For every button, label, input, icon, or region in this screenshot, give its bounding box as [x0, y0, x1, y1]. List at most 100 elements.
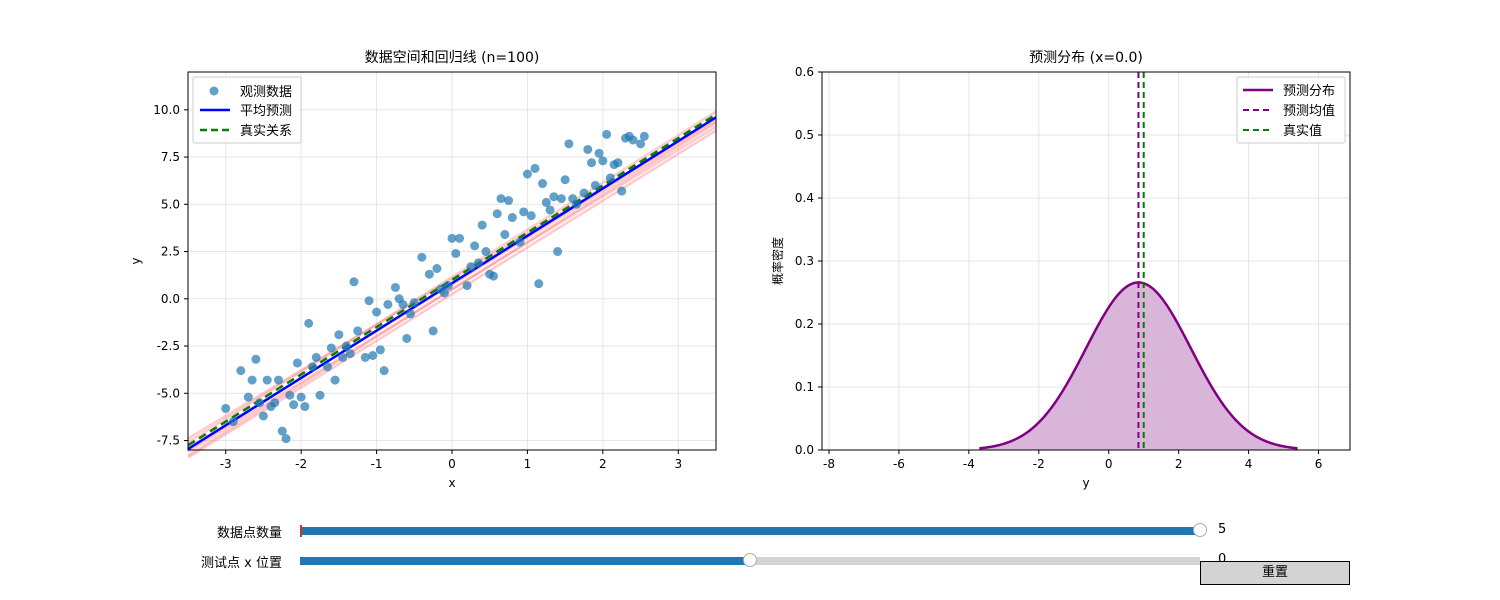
data-point: [349, 277, 359, 287]
chart-title: 预测分布 (x=0.0): [1029, 50, 1143, 66]
data-point: [602, 129, 612, 139]
data-point: [605, 173, 615, 183]
legend-box: [192, 76, 302, 144]
data-point: [594, 148, 604, 158]
distribution-chart: 预测分布 (x=0.0) -8 -6 -4 -2 0 2 4 6 0.00.10.20.30.…: [770, 50, 1351, 490]
x-tick-label: -8: [823, 457, 835, 471]
y-axis-ticks: -7.5 -5.0 -2.5 0.0 2.5 5.0 7.5 10.0: [153, 103, 188, 448]
x-tick-label: 1: [524, 457, 532, 471]
slider-handle[interactable]: [1193, 523, 1207, 537]
data-point: [617, 186, 627, 196]
data-point: [462, 281, 472, 291]
data-point: [598, 156, 608, 166]
data-point: [556, 194, 566, 204]
x-axis-ticks: -3 -2 -1 0 1 2 3: [220, 450, 682, 471]
data-point: [300, 402, 310, 412]
data-point: [549, 192, 559, 202]
data-point: [243, 392, 253, 402]
data-point: [221, 403, 231, 413]
x-tick-label: -2: [295, 457, 307, 471]
data-point: [326, 343, 336, 353]
y-tick-label: 2.5: [161, 245, 180, 259]
slider-value-data-count: 5: [1218, 522, 1227, 537]
y-tick-label: 0.6: [795, 65, 814, 79]
y-tick-label: 0.5: [795, 128, 814, 142]
data-point: [538, 179, 548, 189]
x-tick-label: 2: [599, 457, 607, 471]
legend-marker-scatter: [209, 86, 219, 96]
slider-row-test-x: 测试点 x 位置 0: [0, 551, 1500, 571]
data-point: [439, 288, 449, 298]
x-tick-label: 2: [1175, 457, 1183, 471]
data-point: [583, 144, 593, 154]
sample-line: [187, 125, 717, 453]
x-tick-label: 4: [1245, 457, 1253, 471]
data-point: [285, 390, 295, 400]
data-point: [466, 262, 476, 272]
x-tick-label: 0: [448, 457, 456, 471]
data-point: [571, 199, 581, 209]
x-axis-ticks: -8 -6 -4 -2 0 2 4 6: [823, 450, 1322, 471]
data-point: [553, 247, 563, 257]
data-point: [613, 158, 623, 168]
data-point: [341, 341, 351, 351]
x-tick-label: -6: [893, 457, 905, 471]
data-point: [496, 194, 506, 204]
data-point: [639, 131, 649, 141]
legend: 预测分布 预测均值 真实值: [1236, 76, 1346, 144]
data-point: [488, 271, 498, 281]
data-point: [375, 345, 385, 355]
x-axis-label: x: [448, 476, 455, 490]
data-point: [307, 362, 317, 372]
data-count-slider[interactable]: [300, 523, 1207, 537]
data-point: [579, 188, 589, 198]
y-tick-label: 0.4: [795, 191, 814, 205]
data-point: [473, 258, 483, 268]
data-point: [504, 196, 514, 206]
slider-label-test-x: 测试点 x 位置: [201, 556, 282, 571]
data-point: [345, 349, 355, 359]
data-point: [360, 352, 370, 362]
data-point: [398, 299, 408, 309]
y-axis-ticks: 0.0 0.1 0.2 0.3 0.4 0.5 0.6: [795, 65, 822, 457]
data-point: [274, 375, 284, 385]
sample-line: [187, 110, 717, 444]
data-point: [390, 282, 400, 292]
data-point: [455, 233, 465, 243]
data-point: [541, 197, 551, 207]
data-point: [247, 375, 257, 385]
data-point: [379, 366, 389, 376]
data-point: [564, 139, 574, 149]
reference-lines: [1137, 72, 1145, 450]
data-point: [364, 296, 374, 306]
y-tick-label: -2.5: [157, 339, 180, 353]
data-point: [353, 326, 363, 336]
y-tick-label: 5.0: [161, 197, 180, 211]
data-point: [277, 426, 287, 436]
data-point: [477, 220, 487, 230]
data-point: [424, 269, 434, 279]
slider-fill: [300, 557, 750, 565]
y-tick-label: 0.2: [795, 317, 814, 331]
y-tick-label: 0.0: [161, 292, 180, 306]
x-tick-label: 6: [1315, 457, 1323, 471]
data-point: [530, 163, 540, 173]
slider-row-data-count: 数据点数量 5: [0, 521, 1500, 541]
test-x-slider[interactable]: [300, 553, 1200, 567]
data-point: [402, 333, 412, 343]
slider-handle[interactable]: [743, 553, 757, 567]
data-point: [515, 237, 525, 247]
data-point: [315, 390, 325, 400]
data-point: [522, 169, 532, 179]
data-point: [311, 352, 321, 362]
x-tick-label: -4: [963, 457, 975, 471]
data-point: [470, 241, 480, 251]
regression-chart: 数据空间和回归线 (n=100) -3 -2 -1 0 1 2 3 -7.5 -5.0 -2.5…: [129, 49, 717, 490]
y-tick-label: 7.5: [161, 150, 180, 164]
reset-button[interactable]: 重置: [1200, 561, 1350, 585]
data-point: [432, 264, 442, 274]
data-point: [372, 307, 382, 317]
data-point: [383, 299, 393, 309]
y-tick-label: -5.0: [157, 386, 180, 400]
data-point: [334, 330, 344, 340]
